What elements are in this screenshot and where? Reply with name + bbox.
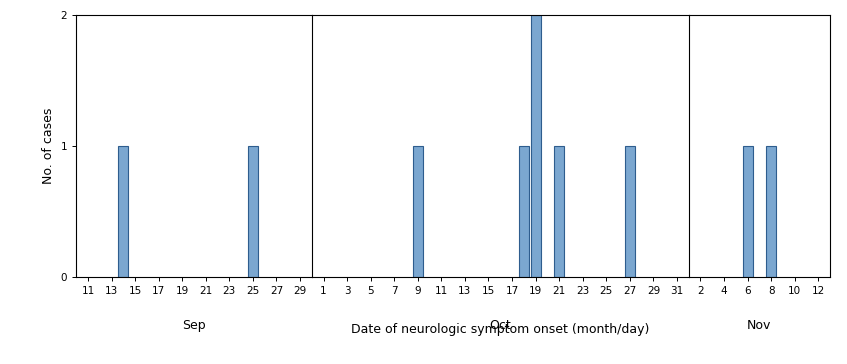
Text: Nov: Nov — [747, 318, 772, 332]
Y-axis label: No. of cases: No. of cases — [42, 107, 55, 184]
Text: Oct: Oct — [490, 318, 511, 332]
Text: Sep: Sep — [182, 318, 206, 332]
Bar — [743, 146, 753, 277]
Bar — [554, 146, 564, 277]
Bar — [625, 146, 635, 277]
Bar — [119, 146, 129, 277]
X-axis label: Date of neurologic symptom onset (month/day): Date of neurologic symptom onset (month/… — [351, 324, 650, 336]
Bar — [767, 146, 776, 277]
Bar — [248, 146, 258, 277]
Bar — [530, 15, 540, 277]
Bar — [412, 146, 423, 277]
Bar — [519, 146, 529, 277]
